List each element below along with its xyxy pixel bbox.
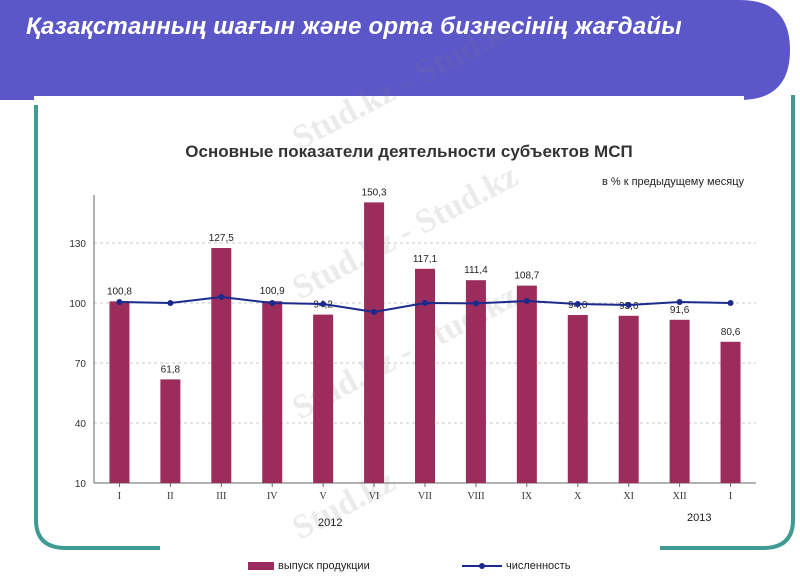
year-label-2013: 2013 xyxy=(687,512,712,524)
line-point xyxy=(218,294,225,300)
bar xyxy=(669,319,690,483)
line-point xyxy=(727,300,734,306)
x-tick-label: I xyxy=(729,491,732,502)
bar-data-label: 100,8 xyxy=(107,286,132,297)
bar xyxy=(720,341,741,483)
x-tick-label: VII xyxy=(418,491,432,502)
x-tick-label: I xyxy=(118,491,121,502)
bar-data-label: 127,5 xyxy=(209,233,234,244)
line-point xyxy=(523,298,530,304)
x-tick-label: VI xyxy=(369,491,380,502)
x-tick-label: V xyxy=(320,491,328,502)
bar-data-label: 108,7 xyxy=(514,271,539,282)
chart-title: Основные показатели деятельности субъект… xyxy=(185,142,633,161)
y-tick-label: 70 xyxy=(75,359,87,370)
bar xyxy=(415,268,435,483)
x-tick-label: VIII xyxy=(467,491,484,502)
y-tick-label: 100 xyxy=(69,299,86,310)
bar-data-label: 61,8 xyxy=(161,364,181,375)
line-point xyxy=(472,300,479,307)
slide-title: Қазақстанның шағын және орта бизнесінің … xyxy=(26,13,682,40)
bar xyxy=(262,301,283,483)
line-point xyxy=(422,300,428,306)
line-point xyxy=(574,301,581,307)
x-tick-label: IV xyxy=(267,491,278,502)
bar xyxy=(567,315,588,483)
x-tick-label: XI xyxy=(623,491,634,502)
title-banner xyxy=(0,0,790,100)
line-point xyxy=(167,300,174,306)
bar xyxy=(465,280,486,483)
legend-item-production: выпуск продукции xyxy=(248,560,370,572)
x-tick-label: III xyxy=(216,491,226,502)
line-point xyxy=(676,299,683,305)
frame-outline-right xyxy=(660,95,795,550)
x-tick-label: II xyxy=(167,491,174,502)
y-tick-label: 130 xyxy=(69,239,86,250)
y-tick-label: 40 xyxy=(75,419,87,430)
frame-outline xyxy=(34,105,160,550)
line-point xyxy=(269,300,276,306)
bar-data-label: 91,6 xyxy=(670,305,690,316)
bar xyxy=(364,202,385,483)
bar xyxy=(618,315,639,483)
legend-item-headcount: численность xyxy=(462,560,570,572)
bar-data-label: 117,1 xyxy=(413,254,438,265)
x-tick-label: XII xyxy=(673,491,687,502)
bar-data-label: 150,3 xyxy=(362,187,387,198)
x-tick-label: X xyxy=(574,491,582,502)
bar xyxy=(109,301,130,483)
bar-data-label: 100,9 xyxy=(260,286,285,297)
legend-swatch-bar xyxy=(248,562,274,570)
x-tick-label: IX xyxy=(522,491,533,502)
line-point xyxy=(116,299,123,305)
bar-data-label: 80,6 xyxy=(721,327,741,338)
legend-swatch-line xyxy=(462,563,502,569)
banner-underline xyxy=(34,96,744,101)
y-tick-label: 10 xyxy=(75,479,87,490)
bar xyxy=(160,379,181,483)
line-point xyxy=(371,309,378,315)
bar xyxy=(313,314,334,483)
legend-label-production: выпуск продукции xyxy=(278,560,370,572)
chart-subtitle: в % к предыдущему месяцу xyxy=(601,176,744,188)
line-point xyxy=(625,302,632,308)
line-point xyxy=(320,301,327,307)
year-label-2012: 2012 xyxy=(318,517,343,529)
bar xyxy=(211,248,232,483)
bar xyxy=(516,285,537,483)
legend-label-headcount: численность xyxy=(506,560,571,572)
bar-data-label: 111,4 xyxy=(464,265,488,276)
